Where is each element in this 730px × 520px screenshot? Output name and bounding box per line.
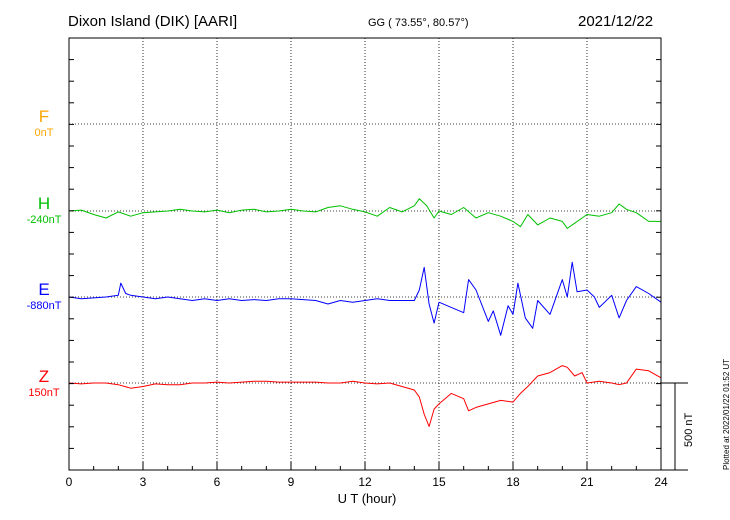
series-line-e (68, 261, 662, 336)
record-date: 2021/12/22 (578, 13, 654, 30)
series-line-h (68, 198, 661, 229)
component-baseline: 150nT (28, 387, 60, 399)
component-letter: E (38, 280, 50, 299)
x-tick-label: 24 (654, 475, 668, 489)
component-baseline: 0nT (34, 127, 54, 139)
x-tick-label: 12 (358, 475, 372, 489)
x-tick-label: 3 (140, 475, 147, 489)
station-title: Dixon Island (DIK) [AARI] (68, 13, 238, 30)
x-tick-labels: 0 3 6 9 12 15 18 21 24 (66, 475, 668, 489)
component-letter: H (37, 194, 51, 213)
component-baseline: -240nT (26, 214, 62, 226)
scale-bar: 500 nT (661, 382, 695, 471)
plotted-note: Plotted at 2022/01/22 01:52 UT (722, 358, 730, 470)
series-lines (68, 198, 662, 427)
x-tick-label: 21 (580, 475, 594, 489)
station-coords: GG ( 73.55°, 80.57°) (368, 17, 469, 29)
component-letter: Z (38, 367, 50, 386)
component-label-h: H -240nT (16, 194, 72, 226)
x-axis-label: U T (hour) (338, 491, 397, 506)
axis-ticks (68, 59, 662, 470)
x-tick-label: 18 (506, 475, 520, 489)
series-line-z (68, 365, 662, 427)
grid-lines (69, 38, 661, 470)
x-tick-label: 15 (432, 475, 446, 489)
x-tick-label: 0 (66, 475, 73, 489)
component-baseline: -880nT (26, 300, 62, 312)
x-tick-label: 6 (214, 475, 221, 489)
component-label-e: E -880nT (16, 280, 72, 312)
component-letter: F (38, 107, 50, 126)
component-label-z: Z 150nT (16, 367, 72, 399)
component-label-f: F 0nT (16, 107, 72, 139)
x-tick-label: 9 (288, 475, 295, 489)
scale-bar-label: 500 nT (683, 412, 695, 447)
